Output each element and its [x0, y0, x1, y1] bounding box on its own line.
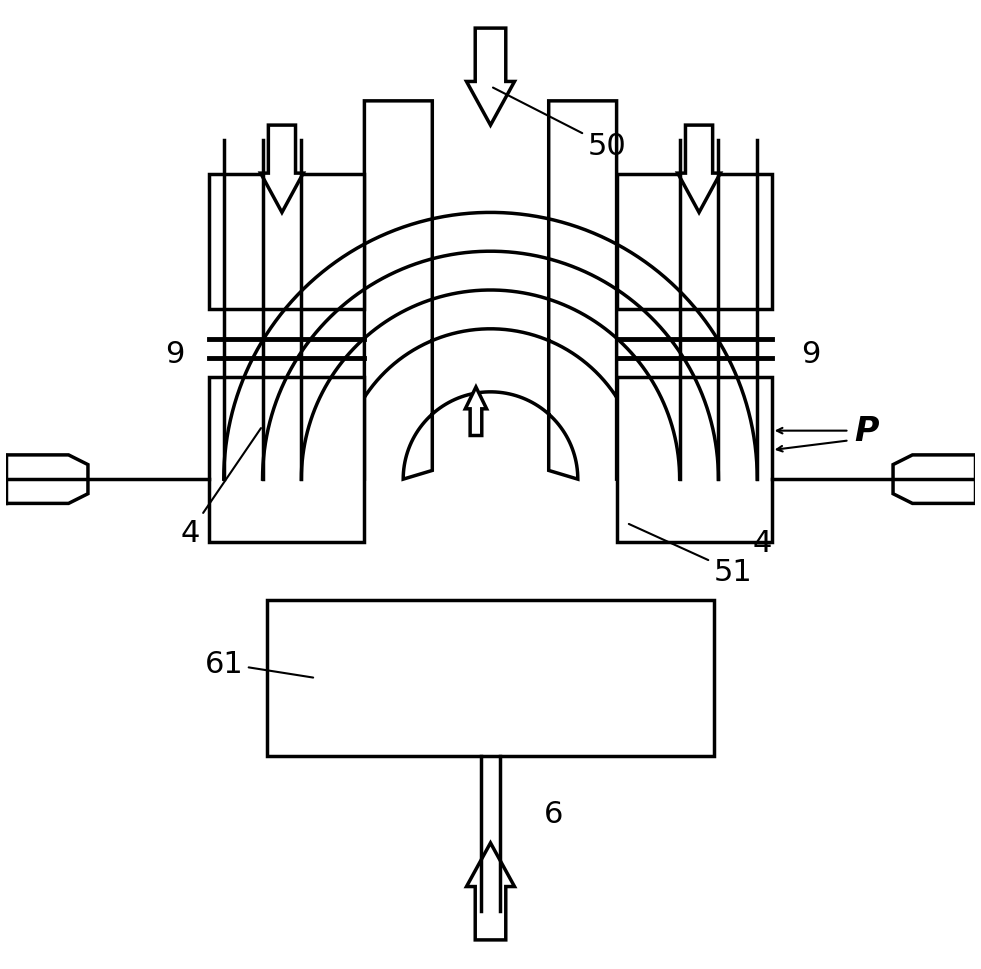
Text: 4: 4 [721, 528, 772, 557]
Text: P: P [854, 415, 879, 448]
Bar [268, 601, 713, 756]
Bar [617, 174, 772, 310]
Text: 61: 61 [204, 649, 313, 678]
Polygon shape [261, 126, 303, 213]
Bar [209, 378, 364, 543]
Bar [209, 174, 364, 310]
Text: 9: 9 [800, 339, 820, 368]
Polygon shape [467, 29, 514, 126]
Text: 4: 4 [181, 428, 261, 547]
Polygon shape [6, 455, 88, 504]
Polygon shape [465, 388, 487, 436]
Polygon shape [467, 843, 514, 940]
Text: 9: 9 [166, 339, 185, 368]
Text: 51: 51 [629, 524, 752, 586]
Polygon shape [893, 455, 975, 504]
Bar [617, 378, 772, 543]
Polygon shape [678, 126, 720, 213]
Text: 50: 50 [493, 88, 626, 161]
Text: 6: 6 [543, 799, 563, 828]
PathPatch shape [340, 102, 641, 480]
